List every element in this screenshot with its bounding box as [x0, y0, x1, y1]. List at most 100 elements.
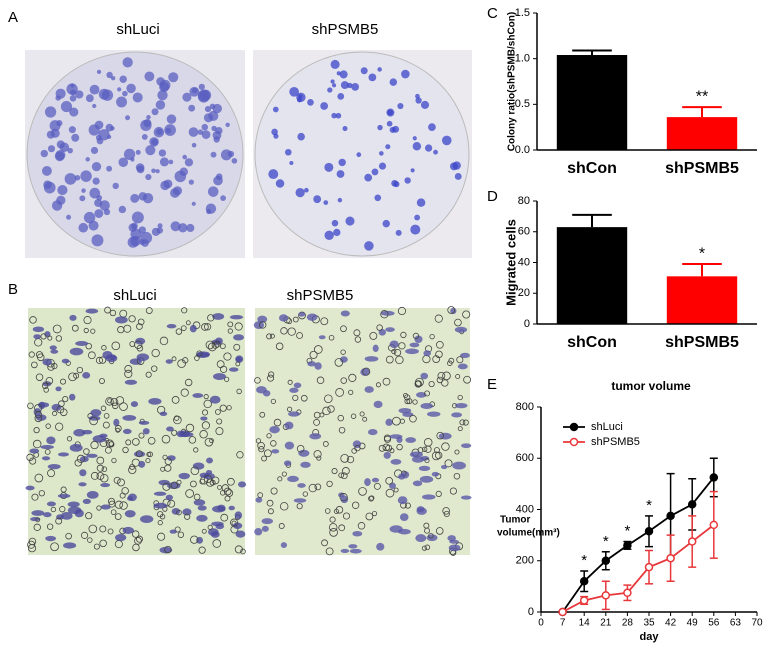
- y-tick-label: 0.0: [515, 144, 530, 156]
- colony: [56, 120, 63, 127]
- cell: [73, 429, 86, 437]
- colony: [140, 231, 153, 244]
- colony: [68, 126, 76, 134]
- colony: [178, 223, 188, 233]
- colony: [186, 223, 195, 232]
- cell: [145, 307, 153, 314]
- y-axis-title: volume(mm³): [497, 528, 560, 539]
- colony: [126, 83, 136, 94]
- cell: [215, 427, 224, 436]
- cell: [138, 460, 146, 468]
- colony: [80, 170, 92, 182]
- colony: [156, 128, 163, 135]
- colony: [118, 157, 129, 168]
- cell: [62, 396, 69, 403]
- cell: [405, 437, 417, 443]
- cell: [329, 528, 338, 537]
- cell: [63, 542, 77, 549]
- cell: [267, 508, 274, 515]
- colony: [95, 134, 102, 141]
- cell: [354, 445, 361, 452]
- cell: [424, 390, 431, 397]
- y-tick-label: 600: [516, 452, 534, 464]
- colony: [209, 103, 216, 110]
- cell: [382, 443, 390, 452]
- cell: [398, 473, 406, 480]
- cell: [173, 415, 180, 421]
- cell: [293, 382, 302, 389]
- cell: [176, 479, 182, 485]
- cell: [453, 472, 461, 480]
- point: [709, 520, 719, 530]
- cell: [29, 457, 37, 465]
- cell: [134, 537, 142, 545]
- colony: [220, 195, 226, 201]
- colony: [96, 69, 102, 75]
- cell: [460, 352, 470, 358]
- colony: [416, 198, 426, 207]
- cell: [283, 460, 292, 466]
- colony: [410, 168, 415, 173]
- cell: [122, 526, 135, 534]
- colony: [379, 151, 384, 156]
- colony: [94, 120, 104, 130]
- cell: [376, 542, 385, 551]
- colony: [56, 140, 65, 149]
- cell: [378, 329, 387, 336]
- cell: [33, 523, 41, 531]
- bar: [556, 227, 628, 324]
- cell: [234, 545, 243, 554]
- colony: [135, 163, 145, 172]
- cell: [199, 478, 206, 485]
- cell: [456, 356, 464, 364]
- y-tick-label: 1.0: [515, 53, 530, 65]
- colony: [272, 106, 279, 113]
- cell: [378, 444, 386, 452]
- colony: [81, 188, 86, 193]
- cell: [188, 436, 197, 444]
- point: [709, 473, 719, 482]
- colony: [159, 157, 169, 167]
- cell: [257, 315, 268, 323]
- cell: [114, 425, 122, 432]
- cell: [110, 398, 119, 406]
- cell: [289, 387, 299, 393]
- cell: [226, 477, 235, 486]
- colony: [94, 209, 104, 218]
- cell: [230, 518, 239, 527]
- cell: [145, 371, 152, 378]
- cell: [436, 376, 444, 384]
- cell: [25, 485, 35, 491]
- cell: [368, 429, 378, 436]
- cell: [313, 411, 321, 419]
- x-tick-label: 63: [730, 618, 742, 629]
- cell: [270, 398, 276, 404]
- colony: [135, 149, 141, 155]
- cell: [431, 471, 439, 477]
- cell: [233, 334, 245, 341]
- cell: [457, 394, 463, 401]
- cell: [69, 443, 83, 452]
- cell: [298, 312, 306, 317]
- cell: [134, 340, 143, 349]
- cell: [117, 478, 125, 487]
- colony: [207, 186, 219, 197]
- cell: [277, 476, 283, 482]
- cell: [41, 456, 51, 461]
- colony: [454, 173, 462, 180]
- cell: [255, 497, 263, 503]
- cell: [180, 325, 187, 331]
- cell: [32, 439, 42, 449]
- cell: [409, 342, 420, 348]
- cell: [429, 333, 435, 340]
- colony: [110, 126, 115, 131]
- point: [601, 556, 611, 565]
- colony: [106, 165, 113, 172]
- cell: [269, 425, 280, 434]
- colony: [159, 79, 171, 91]
- y-axis-title: Tumor: [500, 515, 530, 526]
- cell: [101, 345, 107, 351]
- cell: [331, 468, 338, 475]
- cell: [31, 361, 38, 369]
- colony: [117, 87, 122, 92]
